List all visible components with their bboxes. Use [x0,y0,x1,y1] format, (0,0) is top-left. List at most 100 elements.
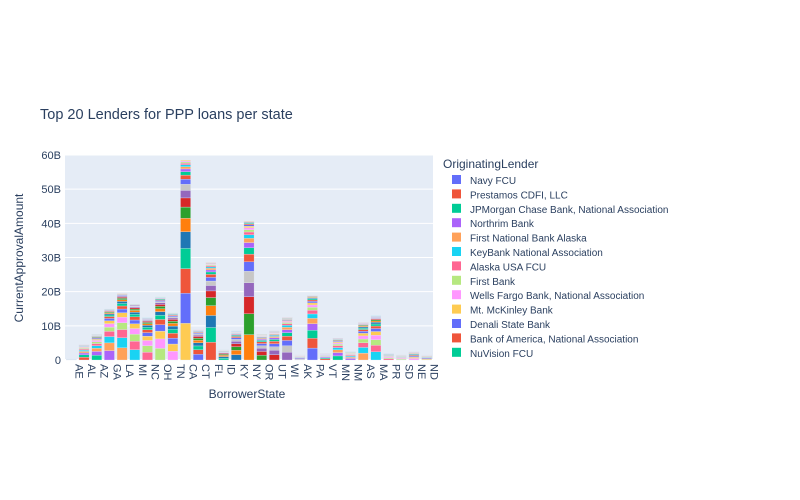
bar-segment [116,301,128,304]
bar-segment [205,268,217,271]
bar-segment [142,329,153,333]
x-tick-label: NM [352,364,364,381]
legend-item[interactable]: NuVision FCU [452,347,533,360]
legend-swatch [452,247,461,256]
x-tick-label: TN [174,364,186,379]
legend-label: Navy FCU [470,176,516,187]
legend-swatch [452,232,461,242]
bar-segment [91,351,102,356]
bar-segment [243,296,255,314]
legend-swatch [452,333,461,343]
legend-item[interactable]: Denali State Bank [452,319,551,331]
legend-swatch [452,304,461,314]
bar-segment [104,320,115,324]
bar-segment [332,341,344,344]
bar-segment [231,335,242,337]
bar-segment [357,338,369,343]
legend-item[interactable]: First Bank [452,275,516,288]
bar-segment [370,339,382,346]
legend-item[interactable]: Prestamos CDFI, LLC [452,189,568,201]
x-tick-label: MN [339,364,351,381]
bar-segment [307,323,318,331]
bar-segment [116,297,128,299]
bar-segment [104,313,115,316]
legend-item[interactable]: Bank of America, National Association [452,333,638,345]
bar-segment [129,334,141,342]
bar-segment [91,348,102,352]
legend-item[interactable]: JPMorgan Chase Bank, National Associatio… [452,203,668,216]
bar-segment [129,349,141,361]
bar-segment [142,345,153,353]
bar-segment [357,331,369,334]
bar-segment [167,333,179,339]
bar-segment [243,227,255,230]
legend-item[interactable]: Northrim Bank [452,218,535,230]
bar-segment [269,335,280,337]
bar-segment [154,301,166,303]
x-tick-label: ND [428,364,440,380]
bar-segment [319,357,331,359]
bar-segment [269,350,280,355]
bar-segment [154,319,166,325]
bar-segment [154,304,166,307]
legend-item[interactable]: Mt. McKinley Bank [452,304,554,317]
bar-segment [370,322,382,325]
bar-segment [307,330,318,339]
bar-segment [332,345,344,348]
x-tick-label: MI [136,364,148,376]
bar-segment [243,225,255,228]
bar-segment [205,271,217,275]
bar-segment [243,261,255,272]
bar-segment [91,345,102,349]
bar-segment [231,339,242,342]
bar-segment [91,355,102,361]
legend-item[interactable]: Alaska USA FCU [452,261,546,273]
bar-segment [180,166,191,170]
bar-segment [167,316,179,319]
legend-swatch [452,319,461,328]
bar-segment [91,341,102,344]
x-tick-label: OH [161,364,173,381]
legend-swatch [452,261,461,271]
bar-segment [193,333,204,336]
bar-segment [256,340,267,342]
bar-segment [167,337,179,345]
bar-segment [370,335,382,340]
bar-segment [307,302,318,306]
bar-segment [142,321,153,323]
bar-segment [91,343,102,346]
bar-segment [154,324,166,332]
bar-segment [154,330,166,340]
x-tick-label: NC [148,364,160,380]
bar-segment [104,323,115,328]
bar-segment [104,331,115,337]
y-tick-label: 10B [41,321,61,333]
legend-label: Prestamos CDFI, LLC [470,190,568,201]
bar-segment [269,346,280,351]
bar-segment [269,341,280,344]
bar-segment [180,248,191,269]
legend-item[interactable]: KeyBank National Association [452,247,603,259]
x-tick-label: CA [187,364,199,380]
bar-segment [104,350,115,361]
y-tick-label: 60B [41,150,61,162]
bar-segment [243,282,255,297]
bar-segment [205,290,217,298]
bar-segment [383,358,394,361]
legend-label: Mt. McKinley Bank [470,306,554,317]
bar-segment [243,242,255,248]
legend-item[interactable]: First National Bank Alaska [452,232,587,245]
x-tick-label: NY [250,364,262,380]
bar-segment [332,349,344,353]
x-tick-label: AL [85,364,97,377]
legend-label: Alaska USA FCU [470,262,546,273]
legend-item[interactable]: Wells Fargo Bank, National Association [452,290,644,302]
x-tick-label: ID [225,364,237,375]
x-tick-label: AZ [98,364,110,378]
x-tick-label: UT [275,364,287,379]
x-tick-label: VT [326,364,338,378]
bar-segment [243,224,255,227]
bar-segment [231,337,242,340]
legend-item[interactable]: Navy FCU [452,175,516,187]
